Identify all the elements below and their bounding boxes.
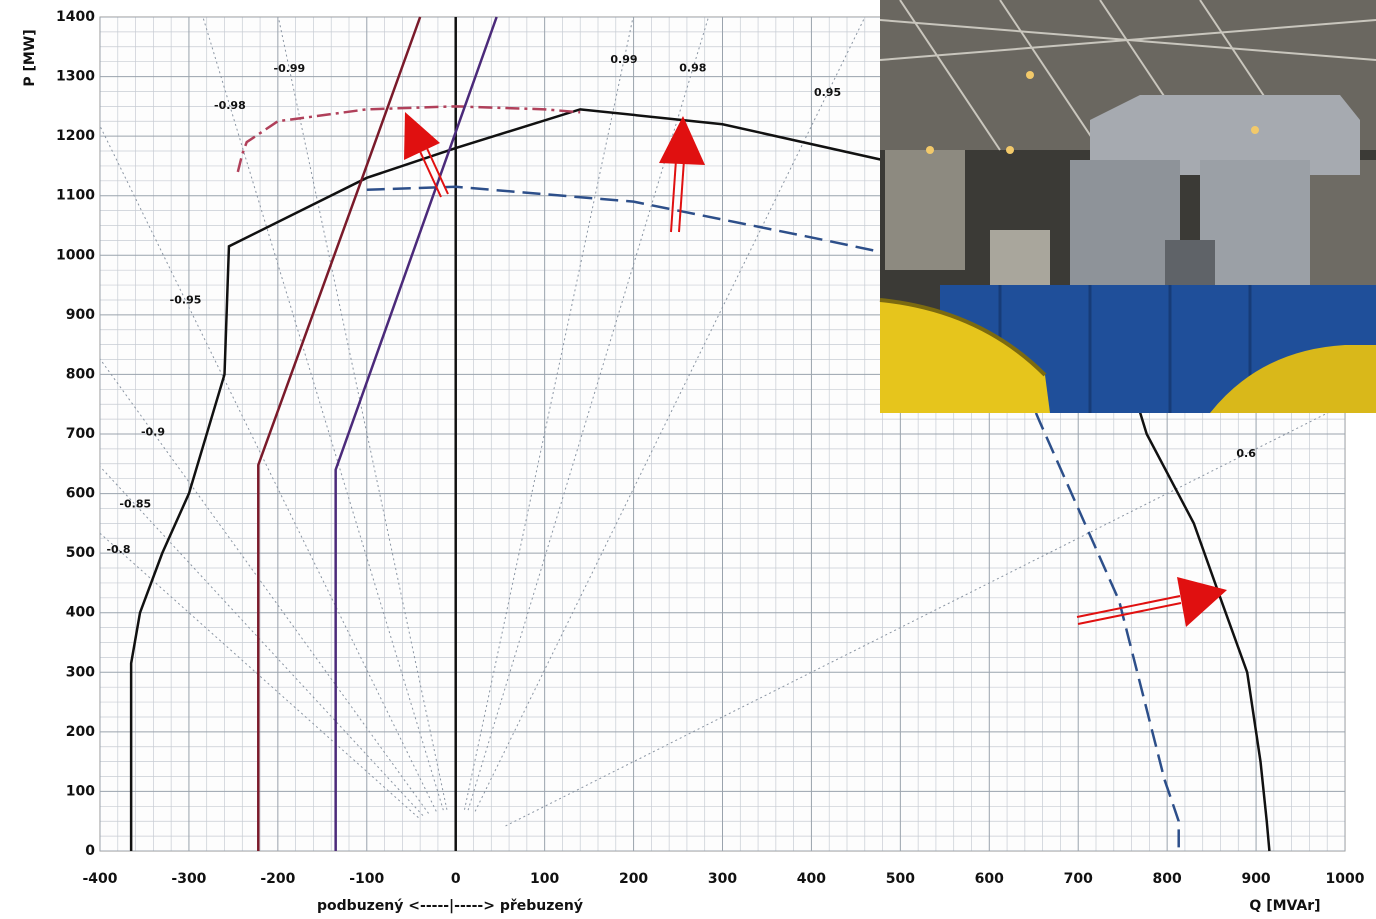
y-tick-label: 500 xyxy=(66,545,95,561)
power-factor-label: -0.98 xyxy=(214,99,246,112)
x-axis-title: Q [MVAr] xyxy=(1249,898,1320,914)
y-tick-label: 1200 xyxy=(56,128,95,144)
y-tick-label: 200 xyxy=(66,724,95,740)
y-tick-label: 600 xyxy=(66,486,95,502)
page: {"chart_data": { "type": "line", "y_labe… xyxy=(0,0,1376,919)
x-tick-label: -300 xyxy=(171,871,206,887)
x-tick-label: -200 xyxy=(260,871,295,887)
y-tick-label: 0 xyxy=(85,843,95,859)
photo xyxy=(880,0,1376,413)
power-factor-label: -0.8 xyxy=(106,543,130,556)
x-tick-label: 600 xyxy=(975,871,1004,887)
power-factor-label: -0.9 xyxy=(141,425,165,438)
x-tick-label: 400 xyxy=(797,871,826,887)
power-factor-label: 0.6 xyxy=(1236,447,1256,460)
y-tick-label: 900 xyxy=(66,307,95,323)
x-tick-label: 100 xyxy=(530,871,559,887)
power-factor-label: 0.98 xyxy=(679,62,706,75)
x-tick-label: -400 xyxy=(82,871,117,887)
power-factor-label: -0.85 xyxy=(119,498,151,511)
y-tick-label: 1000 xyxy=(56,247,95,263)
power-factor-label: -0.95 xyxy=(170,293,202,306)
x-tick-label: 0 xyxy=(451,871,461,887)
x-tick-label: 700 xyxy=(1064,871,1093,887)
power-factor-label: 0.99 xyxy=(610,53,637,66)
x-tick-label: 200 xyxy=(619,871,648,887)
x-tick-label: 500 xyxy=(886,871,915,887)
y-tick-label: 800 xyxy=(66,366,95,382)
x-tick-label: 900 xyxy=(1241,871,1270,887)
y-tick-label: 100 xyxy=(66,783,95,799)
y-tick-label: 1400 xyxy=(56,9,95,25)
power-factor-label: -0.99 xyxy=(274,62,306,75)
x-tick-label: 1000 xyxy=(1326,871,1365,887)
y-axis-title: P [MW] xyxy=(22,29,38,86)
y-tick-label: 1300 xyxy=(56,69,95,85)
x-tick-label: 300 xyxy=(708,871,737,887)
y-tick-label: 400 xyxy=(66,605,95,621)
x-tick-label: 800 xyxy=(1153,871,1182,887)
y-tick-label: 300 xyxy=(66,664,95,680)
x-axis-caption: podbuzený <-----|-----> přebuzený xyxy=(317,898,583,914)
y-tick-label: 1100 xyxy=(56,188,95,204)
x-tick-label: -100 xyxy=(349,871,384,887)
y-tick-label: 700 xyxy=(66,426,95,442)
chart: -400 -300 -200 -100 0 100 200 300 400 500 600 700 80… xyxy=(0,0,1376,919)
power-factor-label: 0.95 xyxy=(814,86,841,99)
